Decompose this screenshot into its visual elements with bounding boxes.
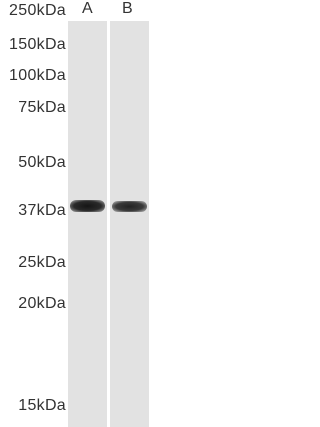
marker-label: 75kDa xyxy=(18,99,66,116)
marker-label: 25kDa xyxy=(18,254,66,271)
marker-label: 20kDa xyxy=(18,295,66,312)
lane xyxy=(68,21,107,427)
lane-label: B xyxy=(122,0,133,17)
lane xyxy=(110,21,149,427)
marker-label: 250kDa xyxy=(9,2,66,19)
marker-label: 37kDa xyxy=(18,202,66,219)
marker-label: 50kDa xyxy=(18,154,66,171)
blot-figure: A B 250kDa 150kDa 100kDa 75kDa 50kDa 37k… xyxy=(0,0,150,427)
marker-label: 150kDa xyxy=(9,36,66,53)
marker-label: 100kDa xyxy=(9,67,66,84)
band xyxy=(70,200,105,212)
band xyxy=(112,201,147,212)
lane-label: A xyxy=(82,0,93,17)
marker-label: 15kDa xyxy=(18,397,66,414)
